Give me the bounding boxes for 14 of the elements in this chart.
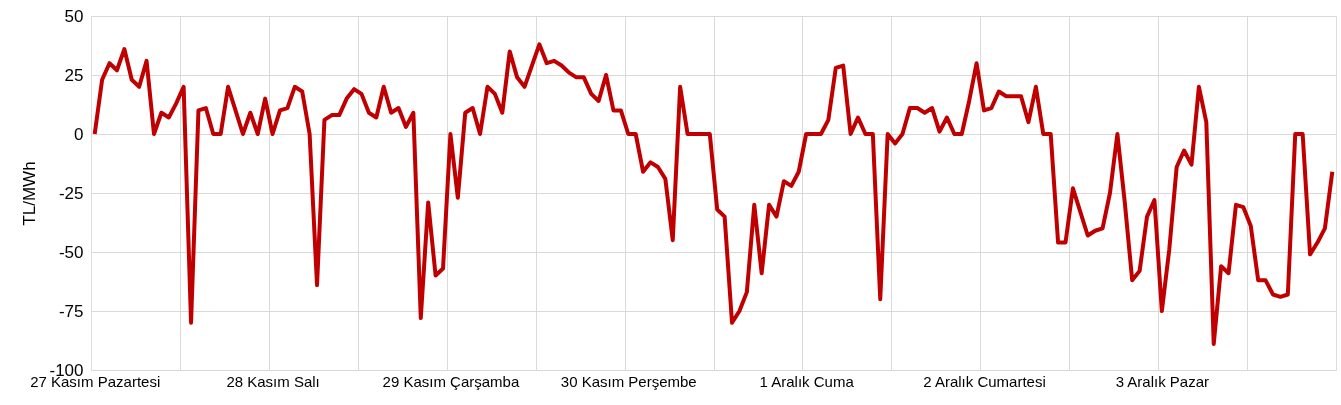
y-tick-label: -50 — [58, 242, 84, 262]
y-tick-label: 0 — [74, 124, 84, 144]
line-series — [92, 42, 1335, 347]
x-tick-label: 3 Aralık Pazar — [1115, 372, 1210, 390]
x-tick-label: 2 Aralık Cumartesi — [923, 372, 1046, 390]
x-tick-label: 30 Kasım Perşembe — [560, 372, 697, 390]
y-axis-title: TL/MWh — [20, 161, 40, 226]
x-tick-label: 28 Kasım Salı — [226, 372, 320, 390]
y-tick-label: 50 — [64, 6, 84, 26]
x-tick-label: 29 Kasım Çarşamba — [382, 372, 520, 390]
y-tick-label: -25 — [58, 183, 84, 203]
y-tick-label: -75 — [58, 301, 84, 321]
y-tick-label: 25 — [64, 65, 84, 85]
x-tick-label: 1 Aralık Cuma — [759, 372, 855, 390]
